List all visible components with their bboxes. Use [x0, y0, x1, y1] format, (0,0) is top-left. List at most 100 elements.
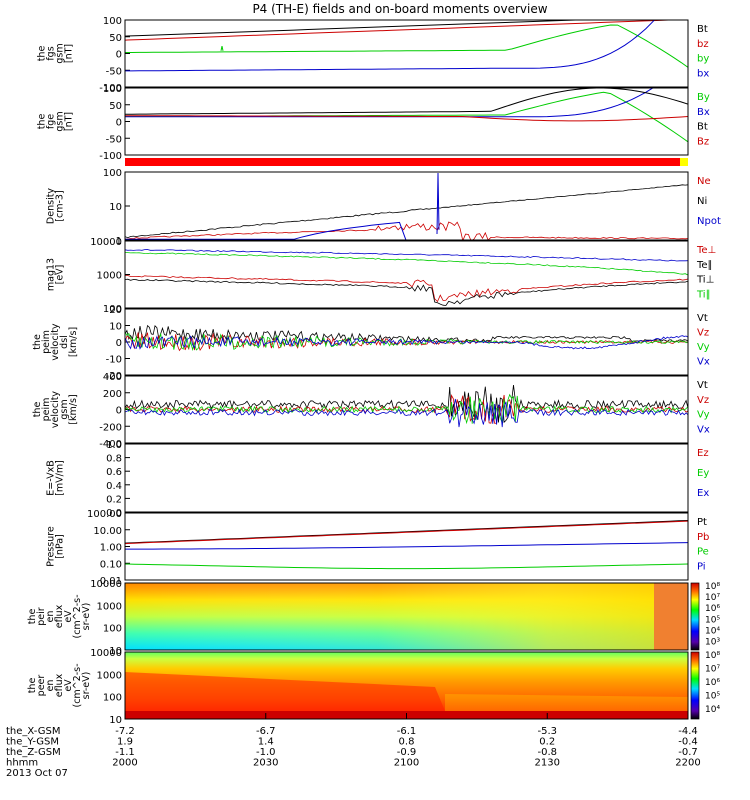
axis-row-label-2: the_Z-GSM [6, 747, 61, 758]
panel-density-frame [124, 171, 689, 241]
panel-elec_spec-ytick-1: 1000 [97, 670, 122, 681]
panel-fgs-ytick-2: 0 [116, 50, 122, 61]
panel-elec_spec-ylabel-6: sr-eV) [81, 672, 92, 700]
panel-efield-legend-0: Ez [697, 448, 709, 459]
panel-fge-ylabel-1: fge [46, 114, 57, 129]
panel-vdsl-legend-1: Vz [697, 328, 709, 339]
panel-fge-legend-3: Bz [697, 136, 709, 147]
panel-vdsl-ytick-0: 20 [109, 305, 122, 316]
panel-vdsl-ylabel-4: [km/s] [68, 327, 79, 357]
panel-fge-ytick-0: 100 [103, 84, 122, 95]
panel-vdsl-ylabel-1: peim [41, 330, 52, 354]
temp-te-par-line [125, 278, 688, 306]
panel-elec_spec-ytick-0: 10000 [90, 648, 122, 659]
panel-ion_spec-cbar-tick-5: 10³ [705, 637, 720, 647]
panel-vgsm-legend-2: Vy [697, 410, 710, 421]
panel-vgsm-ytick-4: -400 [99, 439, 122, 450]
panel-efield-frame [124, 443, 689, 513]
panel-elec_spec-ytick-2: 100 [103, 693, 122, 704]
panel-ion_spec-ylabel-2: en [45, 611, 56, 623]
panel-elec_spec-ylabel-1: peer [36, 675, 47, 697]
panel-fgs-ylabel-0: the [37, 46, 48, 62]
electron-spectrogram-hot-region [125, 672, 445, 711]
panel-ion_spec-cbar-tick-1: 10⁷ [705, 593, 720, 603]
panel-vgsm-ylabel-3: gsm [59, 399, 70, 419]
panel-fge-legend-2: Bt [697, 122, 708, 133]
axis-row-3-value-4: 2200 [675, 758, 700, 769]
axis-row-3-value-0: 2000 [112, 758, 137, 769]
panel-vgsm-legend-1: Vz [697, 395, 709, 406]
panel-efield-ylabel-0: E=-VxB [46, 460, 57, 495]
axis-row-1-value-2: 0.8 [399, 737, 415, 748]
electron-spectrogram-cool-region [445, 694, 688, 711]
panel-vdsl-ylabel-3: dsl [59, 335, 70, 349]
panel-fge-ylabel-2: gsm [55, 111, 66, 131]
panel-temp-ytick-1: 1000 [97, 271, 122, 282]
axis-row-2-value-4: -0.7 [678, 747, 698, 758]
panel-fgs-ytick-4: -100 [99, 83, 122, 94]
panel-vgsm-ylabel-2: velocity [50, 391, 61, 429]
panel-fgs-legend-0: Bt [697, 24, 708, 35]
panel-ion_spec-ylabel-0: the [27, 609, 38, 625]
panel-fge-ytick-3: -50 [106, 134, 122, 145]
density-npot-line [125, 221, 407, 240]
panel-elec_spec-ylabel-3: eflux [54, 673, 65, 697]
date-label: 2013 Oct 07 [6, 768, 68, 779]
axis-row-1-value-4: -0.4 [678, 737, 698, 748]
panel-vgsm-ytick-2: 0 [116, 406, 122, 417]
panel-fgs-legend-1: bz [697, 39, 709, 50]
panel-ion_spec-ytick-0: 10000 [90, 579, 122, 590]
panel-ion_spec-ytick-2: 100 [103, 624, 122, 635]
panel-vgsm-ylabel-4: [km/s] [68, 394, 79, 424]
panel-density-ylabel-0: Density [46, 188, 57, 224]
panel-ion_spec-cbar-tick-2: 10⁶ [705, 604, 720, 614]
panel-ion_spec-frame [124, 582, 689, 651]
panel-elec_spec-cbar-tick-4: 10⁴ [705, 705, 720, 715]
fgs-bz-line [125, 20, 683, 41]
panel-efield-ylabel-1: [mV/m] [55, 460, 66, 496]
axis-row-2-value-1: -1.0 [256, 747, 276, 758]
fge-status-bar [125, 158, 680, 166]
panel-density-ylabel-1: [cm-3] [55, 190, 66, 221]
panel-fgs-ytick-1: 50 [109, 33, 122, 44]
panel-temp-ytick-0: 10000 [90, 237, 122, 248]
panel-vgsm-legend-3: Vx [697, 424, 710, 435]
panel-vgsm-ytick-3: -200 [99, 422, 122, 433]
panel-fge-frame [124, 87, 689, 156]
panel-vgsm-ylabel-0: the [32, 402, 43, 418]
panel-ion_spec-ylabel-6: sr-eV) [81, 603, 92, 631]
panel-elec_spec-ytick-3: 10 [109, 715, 122, 726]
panel-temp-legend-1: Te∥ [696, 260, 713, 271]
axis-row-2-value-2: -0.9 [397, 747, 417, 758]
panel-fgs-ylabel-2: gsm [55, 43, 66, 63]
panel-fge-ytick-2: 0 [116, 118, 122, 129]
axis-row-2-value-3: -0.8 [537, 747, 557, 758]
panel-efield-ytick-4: 0.2 [106, 494, 122, 505]
fgs-bt-line [125, 20, 590, 37]
axis-row-0-value-1: -6.7 [256, 726, 276, 737]
panel-fge-ytick-4: -100 [99, 151, 122, 162]
axis-row-1-value-1: 1.4 [258, 737, 274, 748]
panel-ion_spec-ytick-1: 1000 [97, 601, 122, 612]
panel-elec_spec-ylabel-2: en [45, 680, 56, 692]
panel-elec_spec-ylabel-0: the [27, 678, 38, 694]
panel-density-legend-1: Ni [697, 196, 707, 207]
vgsm-vt-line [125, 385, 688, 424]
axis-row-2-value-0: -1.1 [115, 747, 135, 758]
axis-row-3-value-1: 2030 [253, 758, 278, 769]
panel-efield-ytick-1: 0.8 [106, 454, 122, 465]
ion-spectrogram-end-band [654, 583, 688, 650]
panel-pressure-ytick-3: 0.10 [100, 559, 122, 570]
pressure-pb-line [125, 520, 688, 545]
panel-density-ytick-2: 1 [116, 236, 122, 247]
panel-vdsl-ytick-1: 10 [109, 322, 122, 333]
panel-temp-ylabel-1: [eV] [55, 265, 66, 285]
panel-vgsm-ytick-1: 200 [103, 389, 122, 400]
panel-pressure-ytick-1: 10.00 [93, 526, 122, 537]
panel-pressure-legend-0: Pt [697, 517, 707, 528]
panel-vdsl-frame [124, 308, 689, 376]
panel-fgs-ylabel-1: fgs [46, 46, 57, 60]
vgsm-vz-line [125, 394, 688, 424]
panel-ion_spec-cbar-tick-0: 10⁸ [705, 582, 720, 592]
